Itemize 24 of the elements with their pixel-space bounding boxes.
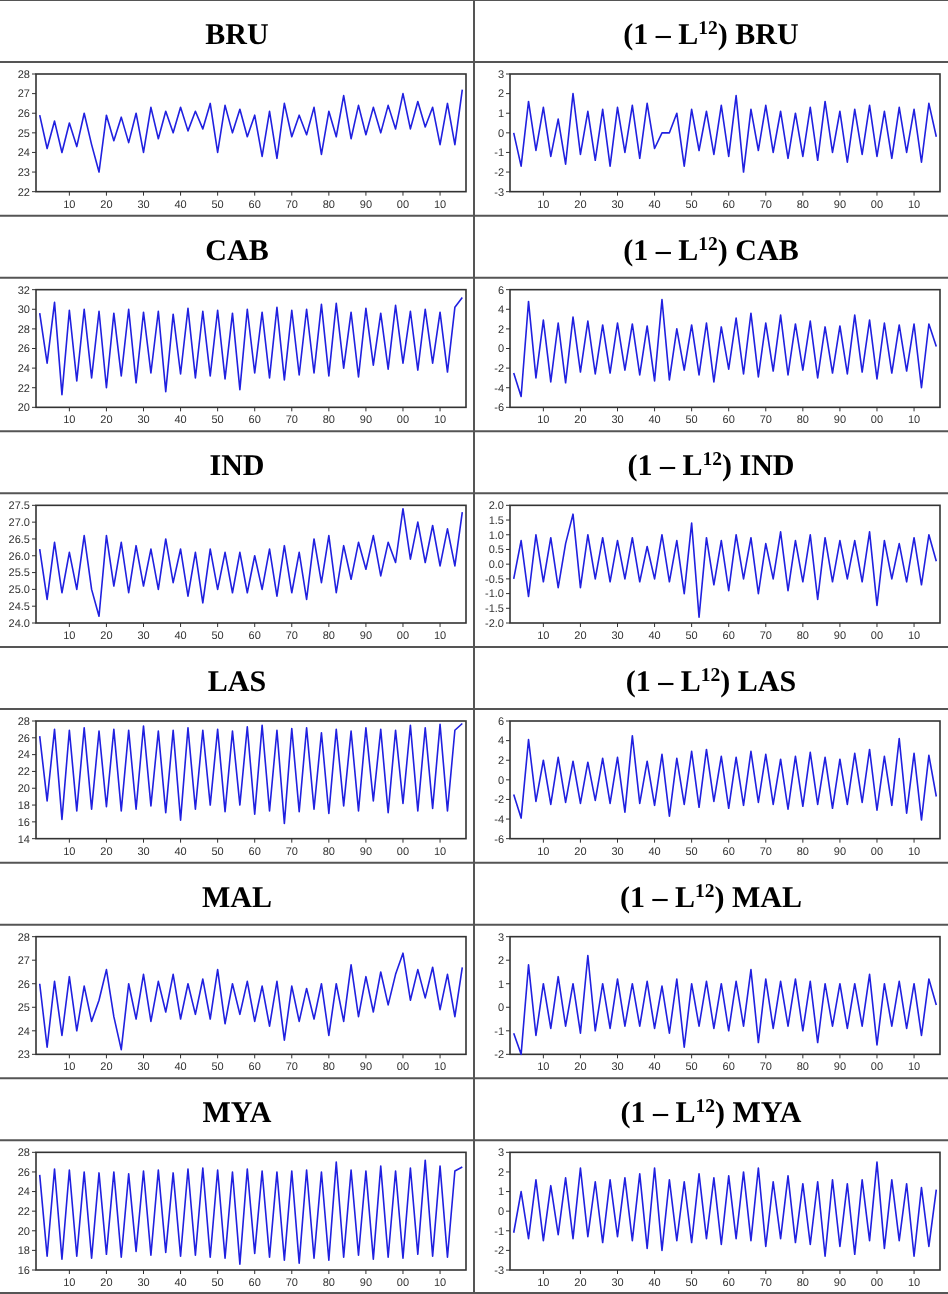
chart-title: BRU	[205, 20, 269, 52]
chart-title: MYA	[202, 1098, 272, 1131]
line-series	[512, 298, 938, 398]
chart-title: (1 – L$^{12}$) BRU	[623, 17, 799, 52]
chart-title: CAB	[205, 235, 269, 268]
line-series	[38, 722, 464, 825]
line-series	[38, 296, 464, 396]
line-series	[512, 954, 938, 1056]
chart-title: LAS	[207, 667, 267, 699]
chart-title: (1 – L$^{12}$) MYA	[620, 1095, 802, 1131]
line-series	[512, 92, 938, 173]
chart-title: (1 – L$^{12}$) CAB	[623, 232, 799, 268]
chart-title: MAL	[202, 882, 272, 915]
line-series	[512, 1161, 938, 1258]
line-series	[38, 507, 464, 618]
line-series	[512, 513, 938, 618]
line-series	[38, 952, 464, 1051]
chart-title: IND	[209, 451, 265, 484]
chart-title: (1 – L$^{12}$) IND	[627, 448, 795, 484]
line-series	[38, 1159, 464, 1265]
chart-title: (1 – L$^{12}$) LAS	[625, 664, 797, 699]
line-series	[512, 734, 938, 821]
line-series	[38, 88, 464, 173]
chart-title: (1 – L$^{12}$) MAL	[620, 879, 802, 915]
